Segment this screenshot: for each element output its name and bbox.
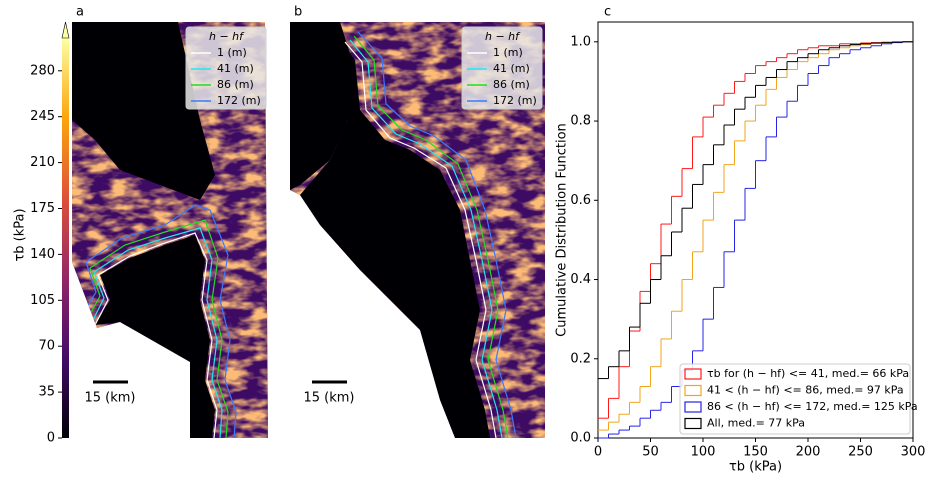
legend-label: 1 (m) [217,46,247,59]
colorbar-label: τb (kPa) [13,208,28,261]
scale-bar-label: 15 (km) [84,391,135,406]
x-axis-label: τb (kPa) [729,460,782,475]
colorbar-extend [61,21,70,39]
legend-box [185,26,267,110]
legend-label: 172 (m) [493,94,537,107]
legend-label: 41 (m) [217,62,254,75]
contour-line [91,227,223,438]
legend-label: 41 (m) [493,62,530,75]
colorbar-tick-label: 0 [47,431,55,446]
colorbar-tick-label: 175 [30,201,55,216]
x-tick-label: 250 [848,445,873,460]
colorbar-tick-label: 70 [38,339,55,354]
x-tick-label: 50 [642,445,659,460]
legend-label: 86 < (h − hf) <= 172, med.= 125 kPa [707,400,918,413]
colorbar-tick-label: 280 [30,63,55,78]
legend-label: 41 < (h − hf) <= 86, med.= 97 kPa [707,384,904,397]
y-axis-label: Cumulative Distribution Function [555,123,570,337]
legend-swatch [684,417,702,430]
panel-label: c [604,5,611,20]
ice [300,40,490,438]
contour-line [357,31,517,438]
x-tick-label: 100 [691,445,716,460]
scale-bar-label: 15 (km) [303,391,354,406]
contour-line [349,39,503,438]
legend-label: τb for (h − hf) <= 41, med.= 66 kPa [707,367,909,380]
colorbar [62,38,69,438]
y-tick-label: 0.0 [570,431,591,446]
colorbar-tick-label: 210 [30,155,55,170]
contour-line [83,204,237,438]
x-tick-label: 0 [594,445,602,460]
contour-line [87,219,229,438]
contour-line [353,35,509,438]
legend-title: h − hf [209,30,245,43]
legend-swatch [684,401,702,413]
legend-label: 172 (m) [217,94,261,107]
y-tick-label: 1.0 [570,34,591,49]
legend-label: 86 (m) [493,78,530,91]
y-tick-label: 0.4 [570,272,591,287]
colorbar-tick-label: 35 [38,385,55,400]
x-tick-label: 300 [901,445,926,460]
legend-label: 86 (m) [217,78,254,91]
contour-line [344,41,497,438]
contour-line [94,232,218,438]
legend-box [461,26,543,110]
y-tick-label: 0.6 [570,193,591,208]
colorbar-tick-label: 105 [30,293,55,308]
x-tick-label: 150 [743,445,768,460]
ocean [72,22,215,200]
colorbar-tick-label: 245 [30,109,55,124]
legend-box [679,363,911,435]
y-tick-label: 0.8 [570,114,591,129]
ice [95,235,215,438]
panel-label: b [294,5,302,20]
ocean [290,22,352,190]
legend-label: All, med.= 77 kPa [707,417,805,430]
panel-label: a [76,5,84,20]
colorbar-tick-label: 140 [30,247,55,262]
legend-title: h − hf [485,30,521,43]
x-tick-label: 200 [796,445,821,460]
legend-swatch [684,368,702,380]
y-tick-label: 0.2 [570,351,591,366]
legend-swatch [684,384,702,397]
legend-label: 1 (m) [493,46,523,59]
